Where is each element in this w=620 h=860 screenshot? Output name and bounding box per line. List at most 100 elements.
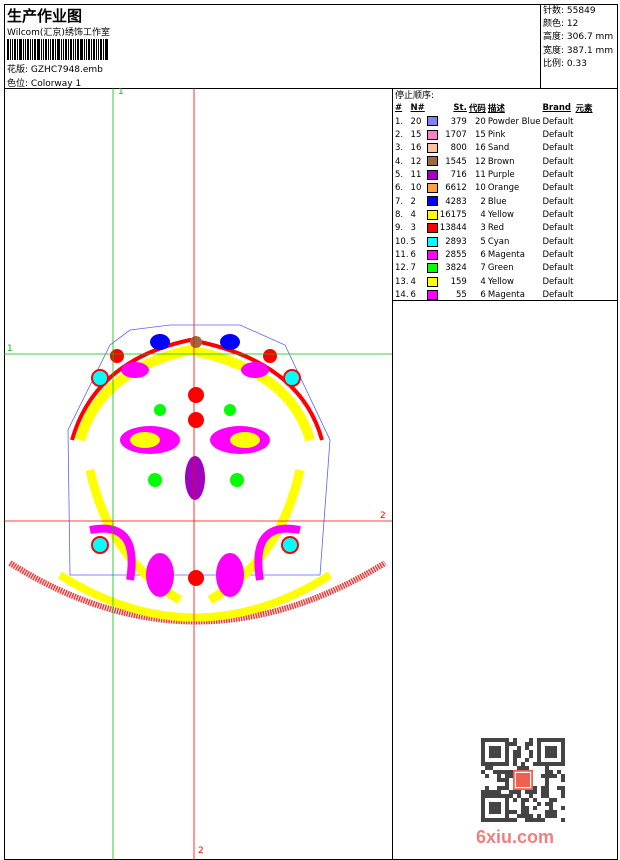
color-description: Blue [487, 196, 507, 207]
color-description: Orange [487, 183, 520, 194]
color-code: 6 [480, 250, 486, 261]
brand: Default [542, 170, 574, 181]
stitch-count: 13844 [439, 223, 467, 234]
color-description: Powder Blue [487, 116, 541, 127]
color-cell [426, 182, 439, 195]
stop-number: 13. [395, 276, 409, 287]
color-code: 16 [475, 143, 486, 154]
color-swatch [426, 156, 438, 167]
table-row: 2. 15 1707 15 Pink Default [394, 128, 594, 141]
color-cell [426, 275, 439, 288]
brand: Default [542, 250, 574, 261]
company-name: Wilcom(汇京)绣饰工作室 [7, 28, 110, 38]
stop-number: 14. [395, 290, 409, 301]
stop-sequence-table: # N# St. 代码 描述 Brand 元素 1. 20 379 20 Powder Bl… [394, 101, 594, 302]
axis-label-red-v: 2 [198, 846, 204, 856]
stitch-count: 1707 [445, 130, 467, 141]
table-row: 6. 10 6612 10 Orange Default [394, 182, 594, 195]
table-row: 3. 16 800 16 Sand Default [394, 142, 594, 155]
needle: 11 [410, 170, 422, 181]
column-header: Brand [542, 103, 571, 113]
color-cell [426, 142, 439, 155]
color-cell [426, 195, 439, 208]
needle: 4 [410, 276, 416, 287]
info-width: 宽度: 387.1 mm [543, 45, 614, 56]
header: 生产作业图 Wilcom(汇京)绣饰工作室 花版: GZHC7948.emb 色… [4, 4, 541, 89]
stop-number: 4. [395, 156, 404, 167]
brand: Default [542, 276, 574, 287]
column-header [426, 101, 439, 115]
color-cell [426, 288, 439, 301]
color-description: Sand [487, 143, 510, 154]
stitch-count: 3824 [445, 263, 467, 274]
stitch-count: 6612 [445, 183, 467, 194]
color-description: Magenta [487, 290, 525, 301]
table-row: 14. 6 55 6 Magenta Default [394, 288, 594, 301]
table-row: 7. 2 4283 2 Blue Default [394, 195, 594, 208]
brand: Default [542, 130, 574, 141]
colorway-value: Colorway 1 [30, 79, 82, 89]
stop-number: 2. [395, 130, 404, 141]
brand: Default [542, 210, 574, 221]
color-code: 12 [475, 156, 486, 167]
color-code: 11 [475, 170, 486, 181]
needle: 7 [410, 263, 416, 274]
color-swatch [426, 143, 438, 154]
color-cell [426, 128, 439, 141]
color-code: 7 [480, 263, 486, 274]
color-cell [426, 155, 439, 168]
brand: Default [542, 196, 574, 207]
color-description: Yellow [487, 210, 515, 221]
page-title: 生产作业图 [7, 7, 83, 25]
table-row: 13. 4 159 4 Yellow Default [394, 275, 594, 288]
color-cell [426, 168, 439, 181]
stop-sequence-title: 停止顺序: [395, 91, 435, 101]
color-description: Green [487, 263, 514, 274]
color-description: Magenta [487, 250, 525, 261]
brand: Default [542, 183, 574, 194]
stop-number: 1. [395, 116, 404, 127]
colorway-label: 色位: [7, 79, 29, 89]
brand: Default [542, 156, 574, 167]
stitch-count: 379 [450, 116, 467, 127]
table-row: 10. 5 2893 5 Cyan Default [394, 235, 594, 248]
table-row: 8. 4 16175 4 Yellow Default [394, 208, 594, 221]
design-value: GZHC7948.emb [30, 65, 103, 75]
column-header: 元素 [575, 104, 593, 114]
stitch-count: 55 [456, 290, 467, 301]
color-code: 20 [475, 116, 486, 127]
color-swatch [426, 169, 438, 180]
color-description: Pink [487, 130, 506, 141]
color-code: 10 [475, 183, 486, 194]
stitch-count: 800 [450, 143, 467, 154]
info-height: 高度: 306.7 mm [543, 32, 614, 43]
color-swatch [426, 196, 438, 207]
color-code: 4 [480, 210, 486, 221]
column-header: 代码 [468, 104, 486, 114]
brand: Default [542, 290, 574, 301]
color-swatch [426, 276, 438, 287]
needle: 6 [410, 290, 416, 301]
stop-number: 3. [395, 143, 404, 154]
design-file: 花版: GZHC7948.emb [7, 62, 103, 75]
brand: Default [542, 236, 574, 247]
table-row: 4. 12 1545 12 Brown Default [394, 155, 594, 168]
stitch-count: 1545 [445, 156, 467, 167]
stitch-count: 716 [450, 170, 467, 181]
design-label: 花版: [7, 65, 29, 75]
info-stitches: 针数: 55849 [543, 6, 596, 16]
color-description: Purple [487, 170, 515, 181]
info-scale: 比例: 0.33 [543, 58, 587, 69]
color-code: 6 [480, 290, 486, 301]
stop-sequence-panel: 停止顺序: # N# St. 代码 描述 Brand 元素 1. 20 379 20 Pow… [393, 88, 618, 301]
stop-number: 7. [395, 196, 404, 207]
stitch-count: 159 [450, 276, 467, 287]
table-row: 9. 3 13844 3 Red Default [394, 222, 594, 235]
stop-number: 6. [395, 183, 404, 194]
color-swatch [426, 249, 438, 260]
stitch-count: 16175 [439, 210, 467, 221]
axis-label-green-v: 1 [118, 88, 124, 97]
table-row: 1. 20 379 20 Powder Blue Default [394, 115, 594, 128]
color-description: Red [487, 223, 504, 234]
brand: Default [542, 143, 574, 154]
